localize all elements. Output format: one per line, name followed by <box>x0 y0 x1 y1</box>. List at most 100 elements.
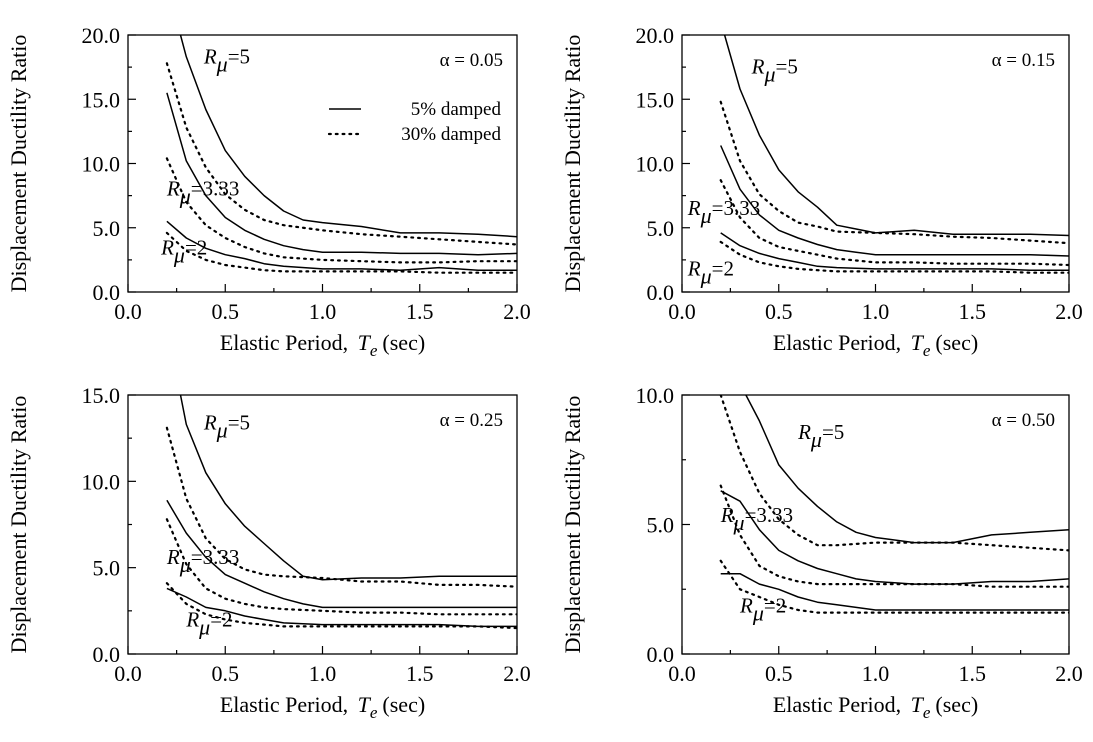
x-axis-title-var: T <box>358 692 372 717</box>
curve-30pct-damped-3 <box>719 484 1069 588</box>
x-axis-title-var: T <box>358 330 372 355</box>
x-axis-title-unit: (sec) <box>382 692 425 717</box>
curve-label-r-mu: Rμ=2 <box>739 594 786 626</box>
x-axis-title: Elastic Period, Te (sec) <box>220 692 425 722</box>
y-tick-label: 0.0 <box>647 280 675 305</box>
curve-label-r-mu: Rμ=2 <box>687 256 734 288</box>
curve-5pct-damped-4 <box>720 572 1069 611</box>
x-axis-title-var: T <box>911 692 925 717</box>
x-tick-label: 0.0 <box>668 299 696 324</box>
x-tick-label: 1.0 <box>862 661 890 686</box>
curve-30pct-damped-5 <box>719 559 1069 614</box>
curve-30pct-damped-3 <box>165 157 517 264</box>
x-tick-label: 2.0 <box>1055 661 1083 686</box>
y-tick-label: 15.0 <box>82 87 121 112</box>
legend: 5% damped 30% damped <box>327 99 502 145</box>
x-axis-title-sub: e <box>370 703 378 722</box>
chart-panel-alpha-050: 0.0 0.5 1.0 1.5 2.0 0.0 5.0 10.0 Displacement Du… <box>560 383 1083 722</box>
x-axis-title-unit: (sec) <box>935 692 978 717</box>
x-tick-label: 1.5 <box>406 299 434 324</box>
y-tick-label: 20.0 <box>636 23 675 48</box>
x-axis-title: Elastic Period, Te (sec) <box>220 330 425 360</box>
y-tick-label: 10.0 <box>636 383 675 408</box>
curve-30pct-damped-5 <box>719 240 1069 274</box>
y-tick-label: 10.0 <box>82 469 121 494</box>
curve-5pct-damped-2 <box>720 490 1069 585</box>
chart-panel-alpha-025: 0.0 0.5 1.0 1.5 2.0 0.0 5.0 10.0 15.0 Displacemen… <box>6 383 531 722</box>
y-tick-label: 5.0 <box>93 556 121 581</box>
plot-frame <box>681 34 1070 293</box>
curve-5pct-damped-2 <box>166 92 517 256</box>
curves <box>165 395 517 630</box>
y-tick-label: 10.0 <box>82 152 121 177</box>
curves <box>719 395 1069 614</box>
curves <box>165 35 517 274</box>
x-axis-title-sub: e <box>923 341 931 360</box>
y-tick-label: 5.0 <box>647 513 675 538</box>
curve-label-r-mu: Rμ=3.33 <box>166 545 239 577</box>
curve-label-r-mu: Rμ=5 <box>203 44 250 76</box>
curve-label-r-mu: Rμ=2 <box>185 607 232 639</box>
curve-5pct-damped-0 <box>179 35 517 238</box>
alpha-label: α = 0.05 <box>440 50 503 71</box>
y-axis-title: Displacement Ductility Ratio <box>560 396 585 654</box>
curve-label-r-mu: Rμ=3.33 <box>720 503 793 535</box>
x-axis-title-text: Elastic Period, <box>773 330 907 355</box>
x-tick-label: 1.5 <box>406 661 434 686</box>
y-tick-label: 5.0 <box>647 216 675 241</box>
x-tick-label: 0.0 <box>114 299 142 324</box>
curve-label-r-mu: Rμ=5 <box>751 55 798 87</box>
curve-5pct-damped-4 <box>166 220 517 271</box>
curve-30pct-damped-3 <box>719 179 1069 267</box>
curve-label-r-mu: Rμ=3.33 <box>166 177 239 209</box>
curve-30pct-damped-1 <box>719 395 1069 552</box>
curve-5pct-damped-0 <box>723 35 1069 237</box>
x-tick-label: 2.0 <box>503 661 531 686</box>
x-axis-title-text: Elastic Period, <box>220 330 354 355</box>
curve-5pct-damped-2 <box>166 499 517 609</box>
curve-5pct-damped-4 <box>720 232 1069 271</box>
y-tick-label: 0.0 <box>93 280 121 305</box>
x-tick-label: 2.0 <box>1055 299 1083 324</box>
curve-5pct-damped-0 <box>179 395 517 581</box>
x-axis-title: Elastic Period, Te (sec) <box>773 692 978 722</box>
x-axis-title-unit: (sec) <box>382 330 425 355</box>
y-tick-label: 0.0 <box>647 642 675 667</box>
x-axis-title-var: T <box>911 330 925 355</box>
curve-30pct-damped-5 <box>165 582 517 630</box>
y-axis-title: Displacement Ductility Ratio <box>6 396 31 654</box>
x-tick-label: 0.0 <box>668 661 696 686</box>
curve-label-r-mu: Rμ=5 <box>203 411 250 443</box>
x-tick-label: 0.5 <box>212 661 240 686</box>
curves <box>719 35 1069 274</box>
curve-label-r-mu: Rμ=3.33 <box>687 196 760 228</box>
curve-label-r-mu: Rμ=2 <box>160 236 207 268</box>
x-tick-label: 2.0 <box>503 299 531 324</box>
y-tick-label: 10.0 <box>636 152 675 177</box>
x-tick-label: 0.0 <box>114 661 142 686</box>
x-tick-label: 1.0 <box>862 299 890 324</box>
x-tick-label: 0.5 <box>765 661 793 686</box>
alpha-label: α = 0.15 <box>992 50 1055 71</box>
y-axis-title: Displacement Ductility Ratio <box>6 35 31 293</box>
curve-30pct-damped-1 <box>165 62 517 246</box>
curve-label-r-mu: Rμ=5 <box>797 420 844 452</box>
y-tick-label: 20.0 <box>82 23 121 48</box>
x-axis-title-text: Elastic Period, <box>220 692 354 717</box>
alpha-label: α = 0.25 <box>440 410 503 431</box>
legend-solid-label: 5% damped <box>411 99 502 120</box>
curve-5pct-damped-2 <box>720 145 1069 257</box>
y-tick-label: 5.0 <box>93 216 121 241</box>
chart-panel-alpha-005: 0.0 0.5 1.0 1.5 2.0 0.0 5.0 10.0 15.0 20.0 Displac… <box>6 23 531 360</box>
curve-30pct-damped-1 <box>165 426 517 588</box>
y-tick-label: 15.0 <box>636 87 675 112</box>
x-axis-title-sub: e <box>370 341 378 360</box>
x-axis-title-unit: (sec) <box>935 330 978 355</box>
x-tick-label: 1.5 <box>959 299 987 324</box>
x-axis-title: Elastic Period, Te (sec) <box>773 330 978 360</box>
curve-30pct-damped-5 <box>165 231 517 274</box>
x-tick-label: 0.5 <box>212 299 240 324</box>
chart-panel-alpha-015: 0.0 0.5 1.0 1.5 2.0 0.0 5.0 10.0 15.0 20.0 Displac… <box>560 23 1083 360</box>
curve-5pct-damped-4 <box>166 587 517 628</box>
